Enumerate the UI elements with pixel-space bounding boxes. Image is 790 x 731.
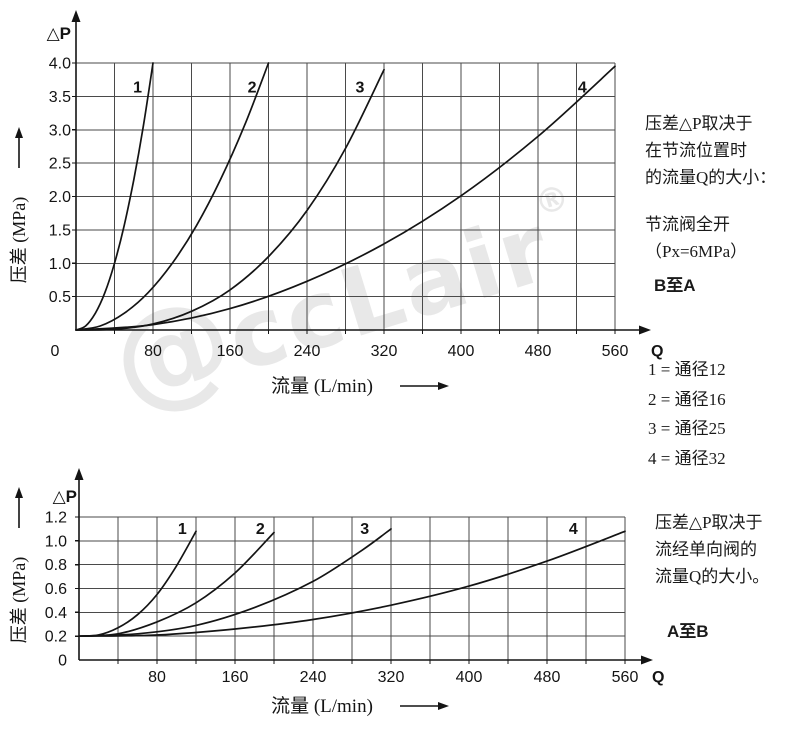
y-tick-labels: 4.0 3.5 3.0 2.5 2.0 1.5 1.0 0.5: [49, 56, 71, 307]
y-tick-label: 0.6: [45, 581, 67, 598]
x-tick-label: 160: [217, 343, 244, 360]
x-axis-title: 流量 (L/min): [271, 695, 373, 717]
y-tick-labels: 1.2 1.0 0.8 0.6 0.4 0.2 0: [45, 510, 67, 670]
note-line: 流经单向阀的: [655, 540, 757, 559]
x-tick-label: 0: [51, 343, 60, 360]
y-tick-label: 0.2: [45, 629, 67, 646]
y-tick-label: 0.5: [49, 289, 71, 306]
y-tick-label: 2.5: [49, 156, 71, 173]
x-tick-label: 320: [371, 343, 398, 360]
curve-label-3: 3: [355, 80, 364, 97]
x-tick-label: 560: [612, 669, 639, 686]
note-line: 压差△P取决于: [655, 513, 763, 532]
curve-3: [78, 528, 392, 638]
curve-label-4: 4: [569, 521, 578, 538]
x-tick-label: 80: [144, 343, 162, 360]
x-tick-label: 560: [602, 343, 629, 360]
bottom-flow-direction-label: A至B: [667, 622, 709, 641]
chart-throttle-valve-curve: 0 80 160 240 320 400 480 560 4.0 3.5 3.0 2.5 2.0 1.5 1…: [9, 10, 663, 397]
curve-label-1: 1: [133, 80, 142, 97]
x-axis-arrow: [639, 325, 651, 335]
grid: [79, 516, 626, 660]
x-tick-label: 480: [525, 343, 552, 360]
curve-1: [78, 530, 197, 638]
x-tick-label: 80: [148, 669, 166, 686]
y-tick-label: 3.0: [49, 122, 71, 139]
x-axis-title: 流量 (L/min): [271, 375, 373, 397]
condition-line: 节流阀全开: [645, 215, 730, 234]
legend-item: 2 = 通径16: [648, 389, 726, 409]
note-line: 压差△P取决于: [645, 114, 753, 133]
grid: [76, 62, 616, 330]
note-line: 在节流位置时: [645, 141, 747, 160]
axes: [75, 20, 642, 331]
curve-1: [75, 62, 154, 331]
x-axis-arrow: [641, 655, 653, 665]
x-axis-title-arrow: [400, 382, 449, 390]
curve-4: [75, 65, 616, 331]
tick-marks: [75, 516, 626, 664]
y-axis-title-group: 压差 (MPa): [9, 487, 30, 643]
delta-p-axis-label: △P: [53, 487, 77, 506]
y-axis-arrow: [74, 468, 84, 480]
curve-3: [75, 68, 385, 331]
chart-check-valve-curve: 80 160 240 320 400 480 560 1.2 1.0 0.8 0.6 0.4 0.2 0 △…: [9, 468, 664, 717]
x-tick-label: 320: [378, 669, 405, 686]
legend-item: 1 = 通径12: [648, 360, 726, 379]
y-axis-arrow: [71, 10, 81, 22]
axes: [78, 478, 644, 661]
bottom-chart-note: 压差△P取决于 流经单向阀的 流量Q的大小。: [655, 509, 769, 590]
x-tick-label: 160: [222, 669, 249, 686]
y-tick-label: 0: [58, 653, 67, 670]
y-tick-label: 3.5: [49, 89, 71, 106]
condition-line: （Px=6MPa）: [645, 242, 748, 261]
x-tick-label: 480: [534, 669, 561, 686]
y-axis-title: 压差 (MPa): [9, 197, 30, 284]
x-tick-label: 400: [456, 669, 483, 686]
y-tick-label: 0.4: [45, 605, 67, 622]
curve-2: [78, 531, 275, 638]
legend-item: 3 = 通径25: [648, 419, 726, 438]
y-axis-title-group: 压差 (MPa): [9, 127, 30, 283]
y-tick-label: 2.0: [49, 189, 71, 206]
curve-2: [75, 62, 270, 331]
curve-label-4: 4: [578, 80, 587, 97]
y-tick-label: 1.5: [49, 222, 71, 239]
curve-label-2: 2: [256, 521, 265, 538]
delta-p-axis-label: △P: [47, 24, 71, 43]
curve-label-1: 1: [178, 521, 187, 538]
curve-label-2: 2: [248, 80, 257, 97]
top-chart-condition: 节流阀全开 （Px=6MPa）: [645, 211, 747, 265]
y-tick-label: 0.8: [45, 557, 67, 574]
x-tick-label: 240: [300, 669, 327, 686]
tick-marks: [72, 62, 616, 334]
note-line: 流量Q的大小。: [655, 567, 770, 586]
top-flow-direction-label: B至A: [654, 276, 696, 295]
x-tick-label: 400: [448, 343, 475, 360]
y-axis-title: 压差 (MPa): [9, 557, 30, 644]
q-axis-label: Q: [652, 669, 664, 686]
curve-4: [78, 530, 626, 638]
x-tick-labels: 80 160 240 320 400 480 560: [148, 669, 638, 686]
y-tick-label: 4.0: [49, 56, 71, 73]
x-tick-labels: 0 80 160 240 320 400 480 560: [51, 343, 629, 360]
legend-item: 4 = 通径32: [648, 448, 726, 468]
y-tick-label: 1.0: [45, 533, 67, 550]
top-chart-note: 压差△P取决于 在节流位置时 的流量Q的大小：: [645, 110, 776, 191]
x-tick-label: 240: [294, 343, 321, 360]
y-tick-label: 1.0: [49, 256, 71, 273]
x-axis-title-arrow: [400, 702, 449, 710]
note-line: 的流量Q的大小：: [645, 168, 777, 187]
y-tick-label: 1.2: [45, 510, 67, 527]
curve-label-3: 3: [360, 521, 369, 538]
q-axis-label: Q: [651, 343, 663, 360]
curve-legend: 1 = 通径12 2 = 通径16 3 = 通径25 4 = 通径32: [648, 355, 726, 473]
